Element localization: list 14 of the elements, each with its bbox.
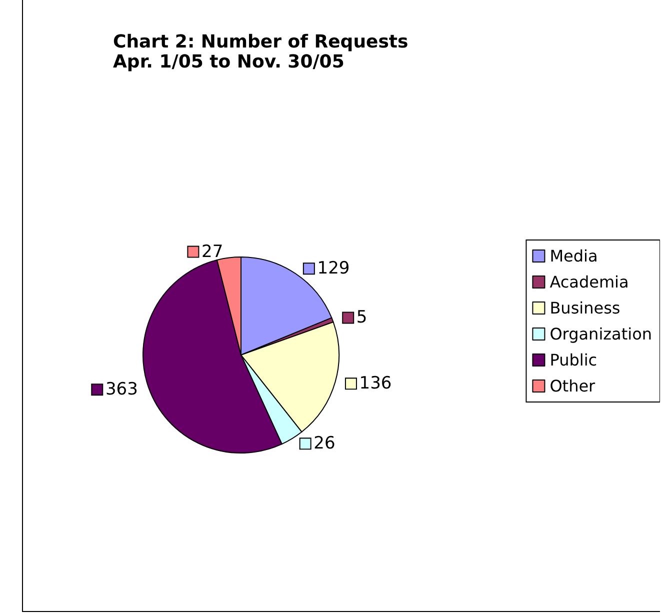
- data-label: 26: [314, 434, 336, 454]
- legend-label: Other: [550, 376, 596, 396]
- chart-subtitle: Apr. 1/05 to Nov. 30/05: [113, 52, 344, 72]
- data-label: 136: [359, 374, 392, 394]
- data-label: 363: [105, 380, 138, 400]
- data-label: 129: [317, 258, 350, 279]
- legend-label: Business: [550, 298, 620, 318]
- legend-label: Media: [550, 246, 598, 266]
- legend-label: Organization: [550, 324, 652, 344]
- chart-title: Chart 2: Number of Requests: [113, 32, 408, 52]
- legend-label: Academia: [550, 272, 629, 292]
- data-label: 5: [356, 308, 368, 328]
- legend-label: Public: [550, 350, 598, 370]
- data-label: 27: [202, 242, 224, 262]
